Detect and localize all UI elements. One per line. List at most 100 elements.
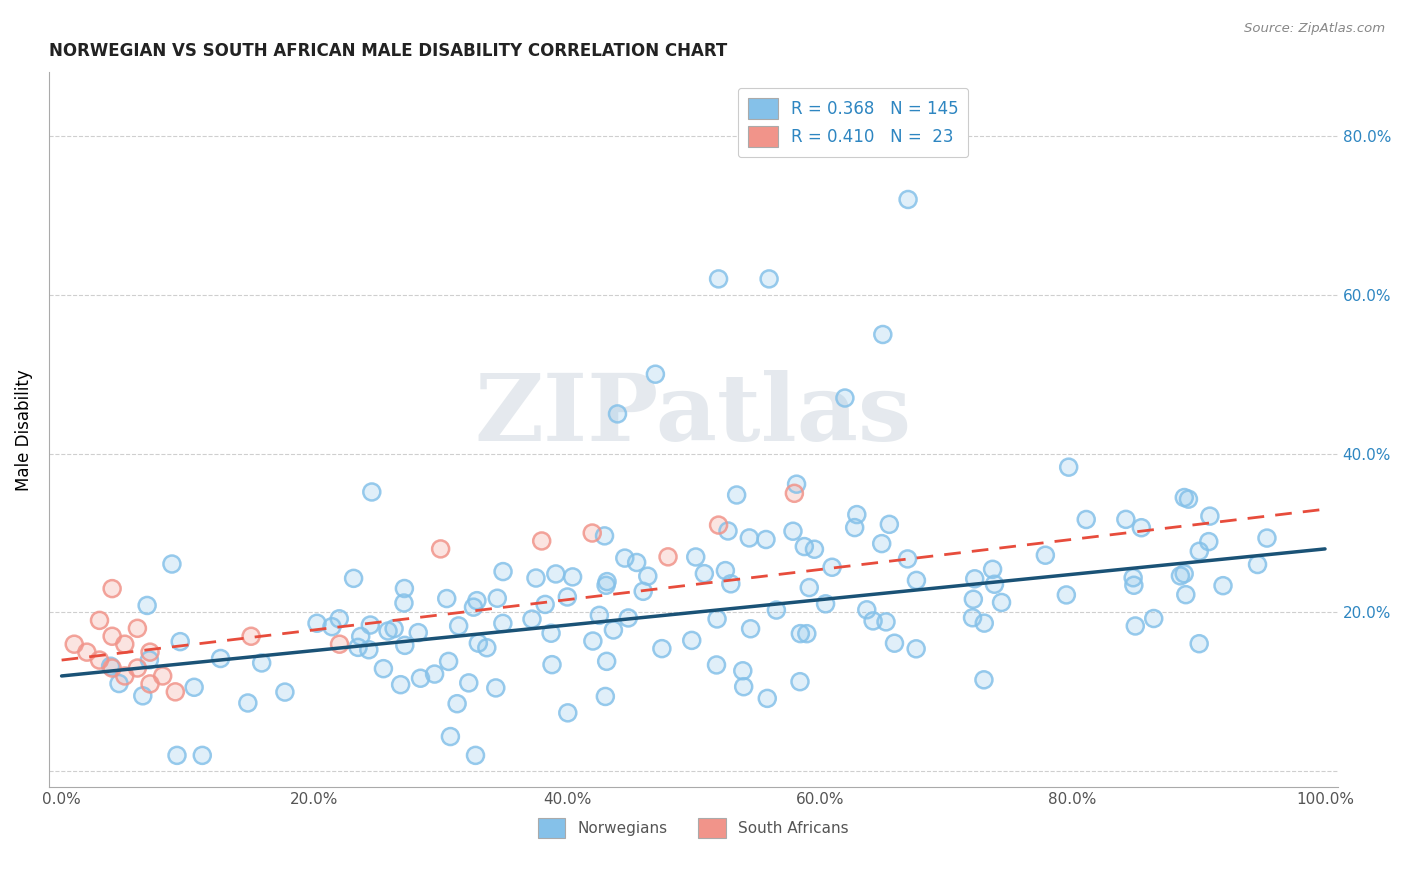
Point [465,593,488,607]
Point [540,626,562,640]
Point [136,599,159,613]
Point [1130,521,1153,535]
Point [492,565,515,579]
Point [1123,619,1146,633]
Point [382,622,405,636]
Point [475,640,498,655]
Point [755,533,778,547]
Point [127,661,149,675]
Point [637,569,659,583]
Point [990,595,1012,609]
Point [657,549,679,564]
Point [357,642,380,657]
Point [557,706,579,720]
Point [644,368,666,382]
Point [973,673,995,687]
Point [394,582,416,596]
Point [114,669,136,683]
Point [530,533,553,548]
Point [209,651,232,665]
Point [540,626,562,640]
Point [606,407,628,421]
Point [756,691,779,706]
Point [101,629,124,643]
Point [872,327,894,342]
Point [821,560,844,574]
Point [714,564,737,578]
Point [783,486,806,500]
Point [139,677,162,691]
Point [89,653,111,667]
Point [1188,544,1211,558]
Point [626,556,648,570]
Point [76,645,98,659]
Point [139,645,162,659]
Point [139,645,162,659]
Point [169,634,191,648]
Point [1173,491,1195,505]
Point [617,611,640,625]
Point [236,696,259,710]
Point [108,676,131,690]
Point [862,614,884,628]
Point [328,612,350,626]
Point [524,571,547,585]
Point [962,592,984,607]
Point [101,582,124,596]
Point [373,662,395,676]
Point [897,193,920,207]
Point [394,582,416,596]
Point [725,488,748,502]
Point [439,730,461,744]
Point [962,611,984,625]
Point [707,518,730,533]
Point [423,667,446,681]
Point [789,626,811,640]
Point [544,566,567,581]
Point [475,640,498,655]
Point [457,676,479,690]
Point [377,624,399,638]
Point [596,574,619,589]
Point [1177,492,1199,507]
Point [1198,534,1220,549]
Point [463,600,485,615]
Point [236,696,259,710]
Point [595,578,617,592]
Point [905,641,928,656]
Point [707,272,730,286]
Point [63,637,86,651]
Point [1076,512,1098,526]
Point [557,590,579,604]
Point [89,613,111,627]
Point [782,524,804,539]
Point [429,541,451,556]
Point [875,615,897,629]
Point [706,612,728,626]
Y-axis label: Male Disability: Male Disability [15,369,32,491]
Point [685,549,707,564]
Point [799,581,821,595]
Point [1198,534,1220,549]
Point [1122,578,1144,592]
Point [350,630,373,644]
Point [138,653,160,667]
Point [786,477,808,491]
Point [581,526,603,541]
Point [883,636,905,650]
Point [879,517,901,532]
Point [845,508,868,522]
Point [160,557,183,571]
Point [114,669,136,683]
Point [595,690,617,704]
Point [717,524,740,538]
Point [392,596,415,610]
Point [467,636,489,650]
Point [342,571,364,585]
Point [436,591,458,606]
Point [534,598,557,612]
Point [457,676,479,690]
Point [1173,491,1195,505]
Point [875,615,897,629]
Point [561,570,583,584]
